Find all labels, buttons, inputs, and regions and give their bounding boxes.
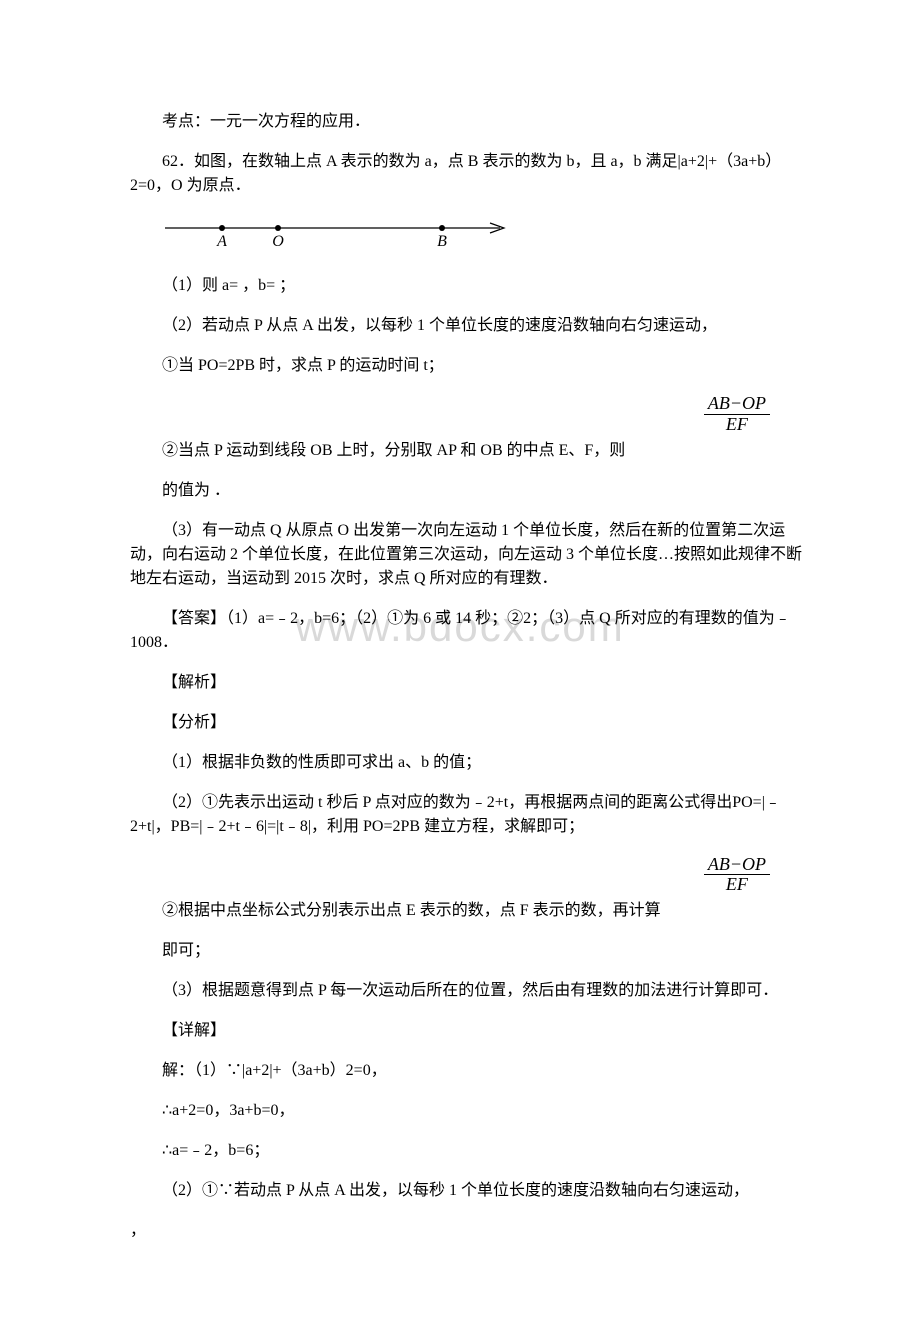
number-line-svg: A O B xyxy=(160,214,520,254)
label-a: A xyxy=(216,233,227,250)
paragraph-q1: （1）则 a= ，b= ； xyxy=(130,274,810,298)
fraction-line-2: AB−OP EF xyxy=(130,855,810,896)
fraction-1-den: EF xyxy=(704,415,770,435)
point-b-dot xyxy=(439,225,445,231)
fraction-2: AB−OP EF xyxy=(704,855,770,896)
paragraph-62-intro: 62．如图，在数轴上点 A 表示的数为 a，点 B 表示的数为 b，且 a，b … xyxy=(130,150,810,198)
point-a-dot xyxy=(219,225,225,231)
paragraph-solution-4: （2）①∵若动点 P 从点 A 出发，以每秒 1 个单位长度的速度沿数轴向右匀速… xyxy=(130,1179,810,1203)
paragraph-answer: 【答案】（1）a=﹣2，b=6；（2）①为 6 或 14 秒；②2；（3）点 Q… xyxy=(130,607,810,655)
number-line-diagram: A O B xyxy=(160,214,810,254)
paragraph-q2-1: ①当 PO=2PB 时，求点 P 的运动时间 t； xyxy=(130,354,810,378)
fraction-1: AB−OP EF xyxy=(704,394,770,435)
paragraph-trailing-comma: ， xyxy=(130,1219,810,1243)
document-content: 考点：一元一次方程的应用． 62．如图，在数轴上点 A 表示的数为 a，点 B … xyxy=(130,110,810,1243)
paragraph-solution-1: 解：（1）∵|a+2|+（3a+b）2=0， xyxy=(130,1059,810,1083)
paragraph-analysis-2b-suffix: 即可； xyxy=(130,939,810,963)
paragraph-q3: （3）有一动点 Q 从原点 O 出发第一次向左运动 1 个单位长度，然后在新的位… xyxy=(130,519,810,591)
paragraph-q2-2-suffix: 的值为 ． xyxy=(130,479,810,503)
paragraph-q2-2-prefix: ②当点 P 运动到线段 OB 上时，分别取 AP 和 OB 的中点 E、F，则 xyxy=(130,439,810,463)
paragraph-solution-3: ∴a=﹣2，b=6； xyxy=(130,1139,810,1163)
paragraph-analysis-1: （1）根据非负数的性质即可求出 a、b 的值； xyxy=(130,751,810,775)
paragraph-solution-2: ∴a+2=0，3a+b=0， xyxy=(130,1099,810,1123)
paragraph-analysis-2: （2）①先表示出运动 t 秒后 P 点对应的数为﹣2+t，再根据两点间的距离公式… xyxy=(130,791,810,839)
point-o-dot xyxy=(275,225,281,231)
label-b: B xyxy=(437,233,447,250)
paragraph-analysis-3: （3）根据题意得到点 P 每一次运动后所在的位置，然后由有理数的加法进行计算即可… xyxy=(130,979,810,1003)
fraction-2-den: EF xyxy=(704,875,770,895)
label-o: O xyxy=(272,233,284,250)
paragraph-kaodian: 考点：一元一次方程的应用． xyxy=(130,110,810,134)
paragraph-analysis-2b-prefix: ②根据中点坐标公式分别表示出点 E 表示的数，点 F 表示的数，再计算 xyxy=(130,899,810,923)
paragraph-fenxi: 【分析】 xyxy=(130,711,810,735)
fraction-2-num: AB−OP xyxy=(704,855,770,876)
fraction-line-1: AB−OP EF xyxy=(130,394,810,435)
fraction-1-num: AB−OP xyxy=(704,394,770,415)
paragraph-jiexi: 【解析】 xyxy=(130,671,810,695)
paragraph-q2: （2）若动点 P 从点 A 出发，以每秒 1 个单位长度的速度沿数轴向右匀速运动… xyxy=(130,314,810,338)
paragraph-xiangjie: 【详解】 xyxy=(130,1019,810,1043)
